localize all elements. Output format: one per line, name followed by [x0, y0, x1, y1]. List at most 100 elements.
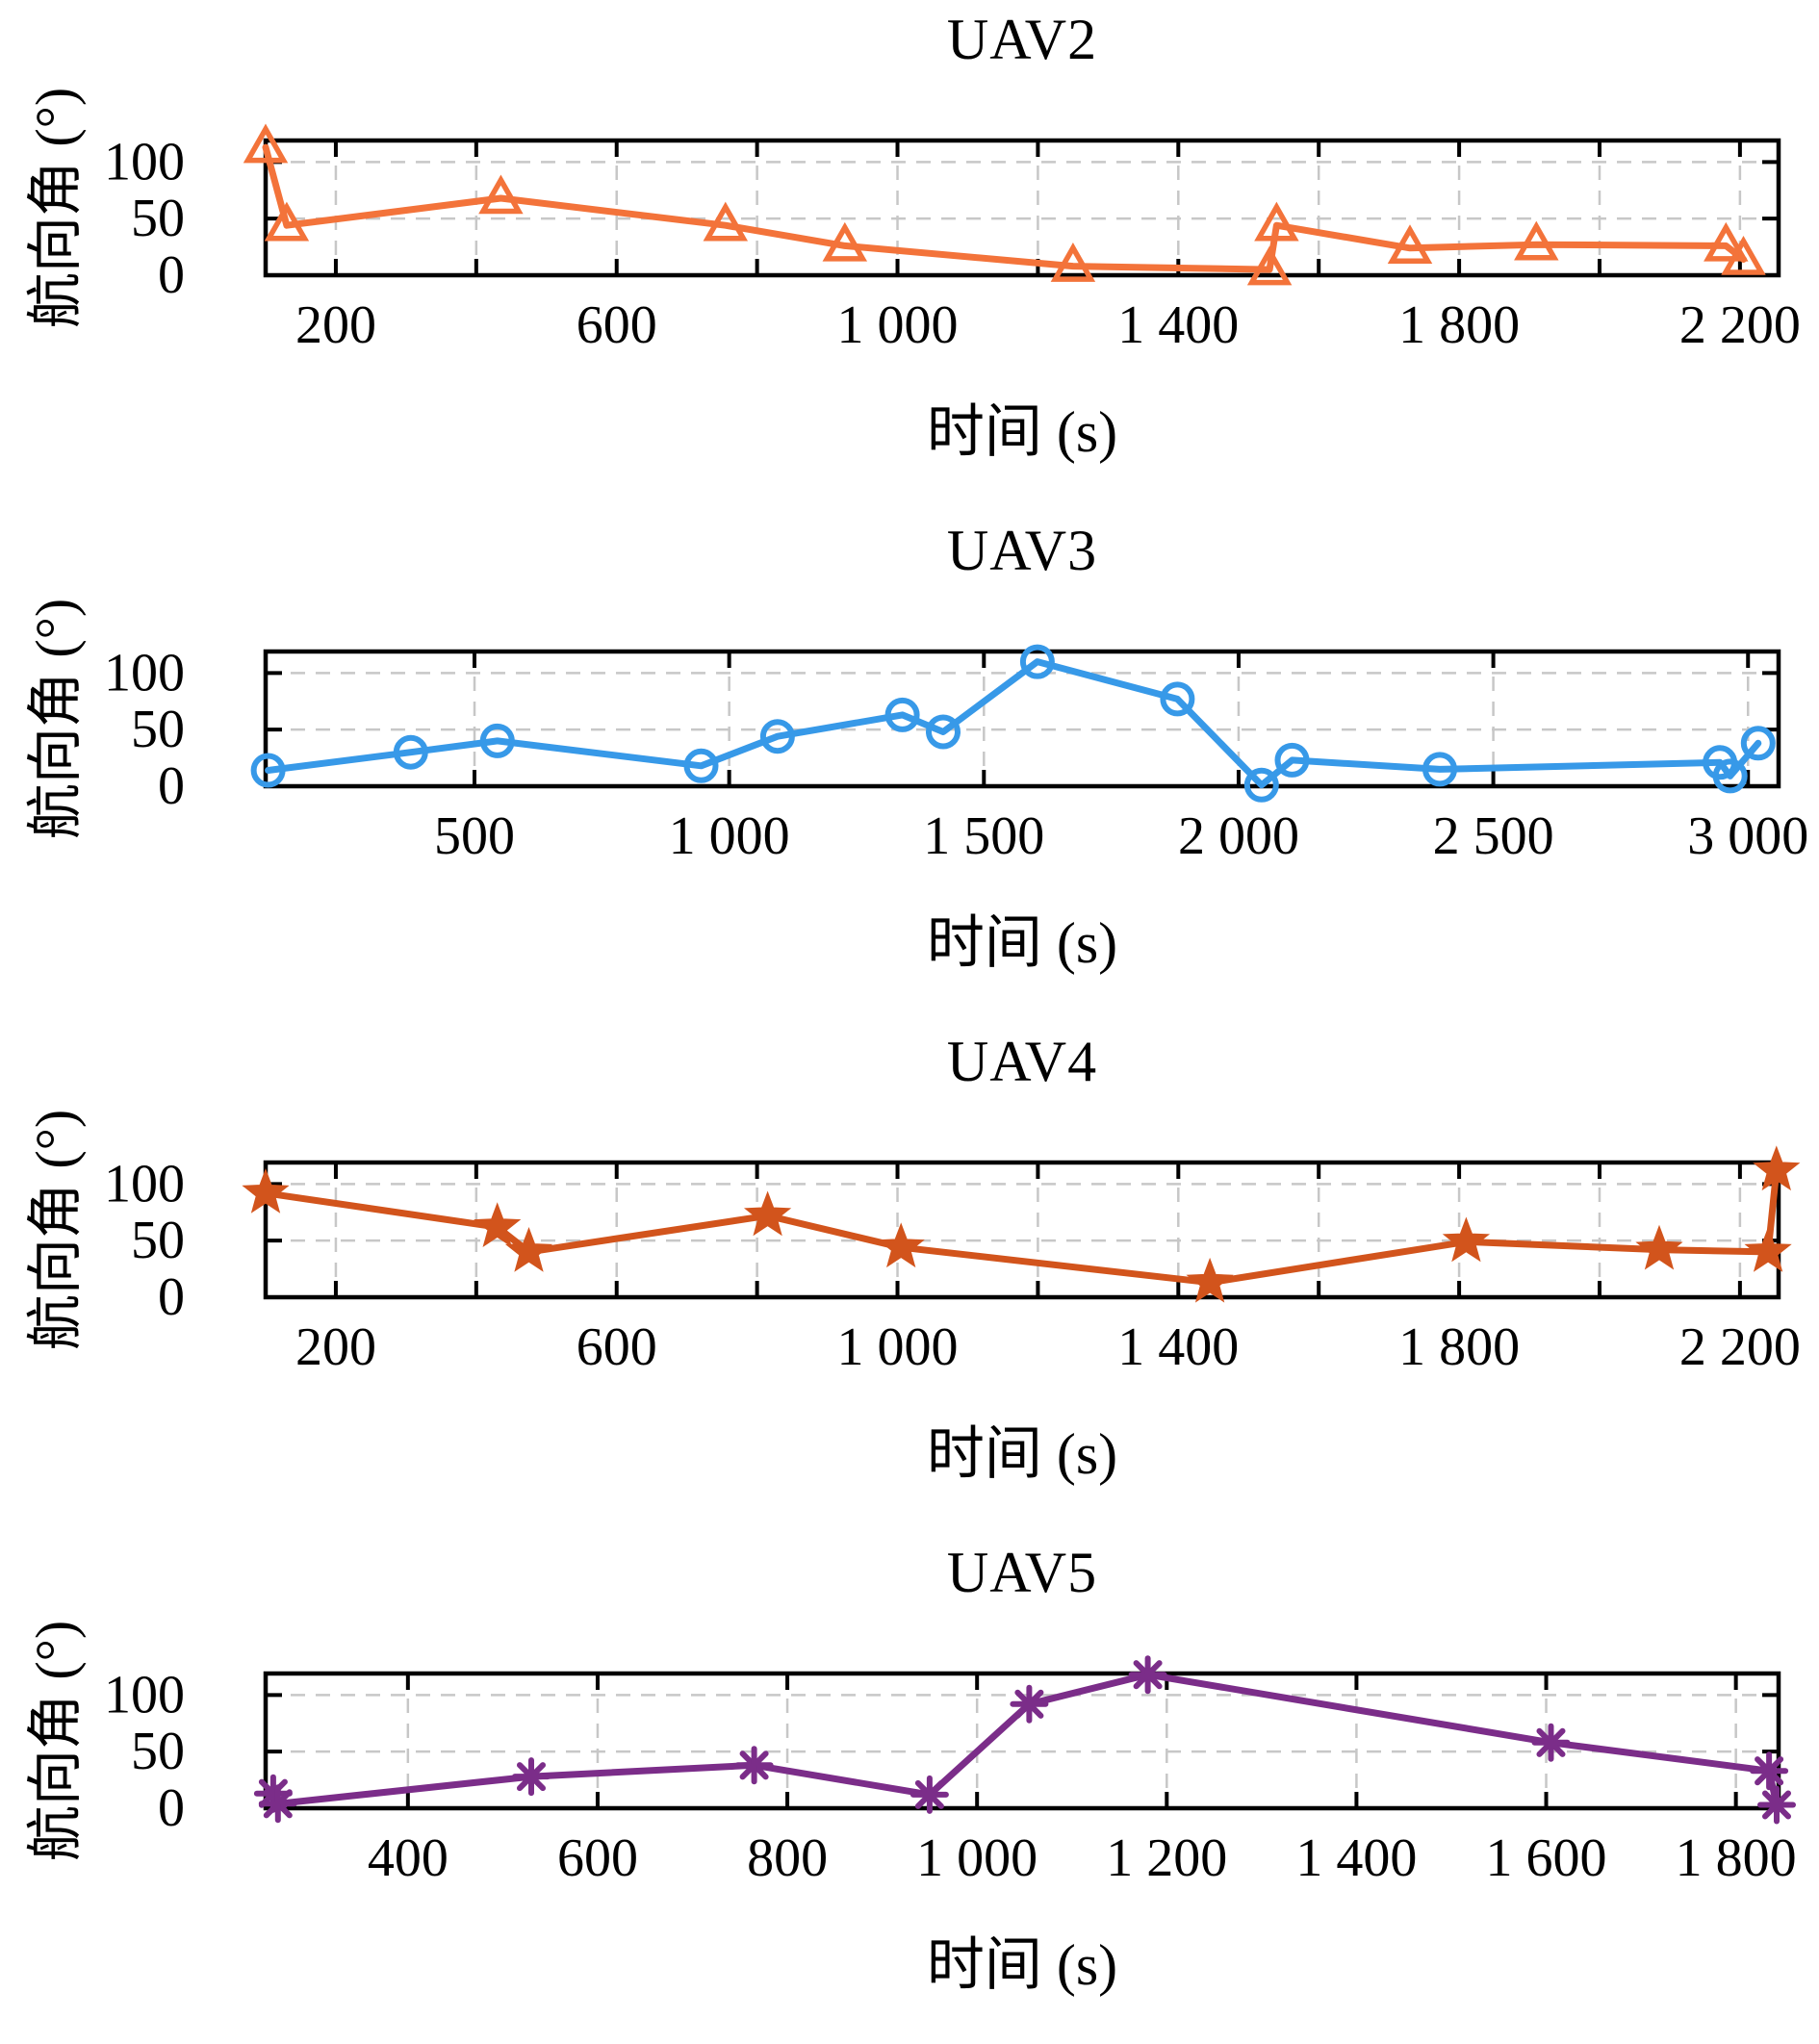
- x-tick-label: 1 000: [669, 806, 790, 866]
- x-tick-label: 600: [557, 1828, 638, 1888]
- data-marker: [1712, 758, 1748, 794]
- x-tick-label: 800: [747, 1828, 828, 1888]
- chart-title-uav3: UAV3: [946, 519, 1098, 582]
- asterisk-marker-icon: [1133, 1660, 1163, 1690]
- star-marker-icon: [474, 1202, 522, 1247]
- y-tick-label: 100: [104, 643, 185, 703]
- circle-marker-icon: [250, 753, 286, 788]
- x-tick-label: 2 500: [1433, 806, 1554, 866]
- data-marker: [822, 221, 868, 262]
- data-marker: [1160, 681, 1195, 717]
- data-marker: [1531, 1723, 1571, 1762]
- circle-marker-icon: [683, 748, 719, 783]
- x-tick-label: 400: [368, 1828, 448, 1888]
- data-marker: [258, 1784, 297, 1824]
- data-marker: [683, 748, 719, 783]
- x-tick-label: 1 500: [923, 806, 1044, 866]
- triangle-marker-icon: [264, 201, 310, 242]
- data-marker: [1750, 1751, 1789, 1791]
- circle-marker-icon: [926, 714, 961, 750]
- triangle-marker-icon: [478, 174, 524, 215]
- data-marker: [1246, 245, 1293, 286]
- data-marker: [474, 1202, 522, 1247]
- x-axis-label-uav5: 时间 (s): [926, 1933, 1118, 1997]
- data-marker: [1243, 767, 1279, 803]
- data-marker: [1274, 742, 1310, 778]
- data-marker: [1010, 1684, 1049, 1724]
- x-tick-label: 1 400: [1295, 1828, 1417, 1888]
- chart-title-uav5: UAV5: [946, 1541, 1098, 1604]
- series-line: [262, 143, 1747, 273]
- plot-box: [263, 649, 1781, 789]
- circle-marker-icon: [1160, 681, 1195, 717]
- data-marker: [479, 723, 515, 758]
- data-marker: [1442, 1216, 1491, 1263]
- y-tick-label: 100: [104, 1154, 185, 1214]
- triangle-marker-icon: [1387, 224, 1433, 265]
- data-marker: [1704, 221, 1749, 262]
- data-marker: [877, 1222, 925, 1268]
- data-marker: [1744, 1227, 1792, 1272]
- data-marker: [1050, 243, 1096, 282]
- chart-title-uav2: UAV2: [946, 8, 1098, 71]
- x-tick-label: 1 400: [1117, 295, 1239, 355]
- data-marker: [734, 1746, 774, 1785]
- data-marker: [926, 714, 961, 750]
- circle-marker-icon: [884, 697, 920, 732]
- data-marker: [478, 174, 524, 215]
- x-tick-label: 2 000: [1178, 806, 1299, 866]
- star-marker-icon: [242, 1167, 290, 1214]
- x-tick-label: 2 200: [1679, 295, 1801, 355]
- data-marker: [1757, 1785, 1796, 1825]
- star-marker-icon: [743, 1190, 792, 1237]
- triangle-marker-icon: [703, 201, 749, 242]
- data-marker: [1387, 224, 1433, 265]
- asterisk-marker-icon: [914, 1779, 944, 1809]
- asterisk-marker-icon: [1755, 1756, 1784, 1786]
- star-marker-icon: [504, 1227, 553, 1272]
- x-tick-label: 1 200: [1106, 1828, 1227, 1888]
- y-tick-label: 0: [158, 1778, 185, 1838]
- triangle-marker-icon: [1514, 220, 1559, 261]
- x-tick-label: 1 800: [1676, 1828, 1797, 1888]
- data-marker: [242, 1167, 290, 1214]
- data-marker: [512, 1757, 551, 1797]
- data-marker: [1635, 1224, 1683, 1270]
- star-marker-icon: [1753, 1145, 1801, 1191]
- x-tick-label: 1 000: [837, 1317, 959, 1377]
- star-marker-icon: [1442, 1216, 1491, 1263]
- y-tick-label: 0: [158, 756, 185, 816]
- data-marker: [243, 123, 289, 164]
- data-marker: [1422, 752, 1457, 787]
- asterisk-marker-icon: [1536, 1727, 1566, 1757]
- triangle-marker-icon: [1050, 243, 1096, 282]
- y-tick-label: 50: [131, 700, 185, 759]
- x-tick-label: 1 000: [837, 295, 959, 355]
- data-marker: [250, 753, 286, 788]
- data-marker: [1740, 726, 1776, 761]
- chart-panel-uav5: UAV5 航向角 (°) 400 600 800 1 000 1 200 1 400 1 6…: [0, 1533, 1819, 2044]
- y-tick-label: 0: [158, 1267, 185, 1327]
- circle-marker-icon: [1712, 758, 1748, 794]
- data-marker: [1254, 201, 1299, 242]
- x-tick-label: 1 800: [1398, 1317, 1520, 1377]
- triangle-marker-icon: [1254, 201, 1299, 242]
- chart-title-uav4: UAV4: [946, 1030, 1098, 1093]
- data-marker: [1514, 220, 1559, 261]
- circle-marker-icon: [393, 734, 428, 770]
- x-tick-label: 200: [295, 295, 376, 355]
- triangle-marker-icon: [1246, 245, 1293, 286]
- asterisk-marker-icon: [1761, 1790, 1792, 1820]
- triangle-marker-icon: [822, 221, 868, 262]
- asterisk-marker-icon: [1014, 1689, 1044, 1719]
- x-tick-label: 2 200: [1679, 1317, 1801, 1377]
- y-tick-label: 0: [158, 245, 185, 305]
- star-marker-icon: [1635, 1224, 1683, 1270]
- plot-box: [263, 1671, 1781, 1811]
- y-tick-label: 100: [104, 1665, 185, 1725]
- x-tick-label: 600: [576, 295, 657, 355]
- circle-marker-icon: [1740, 726, 1776, 761]
